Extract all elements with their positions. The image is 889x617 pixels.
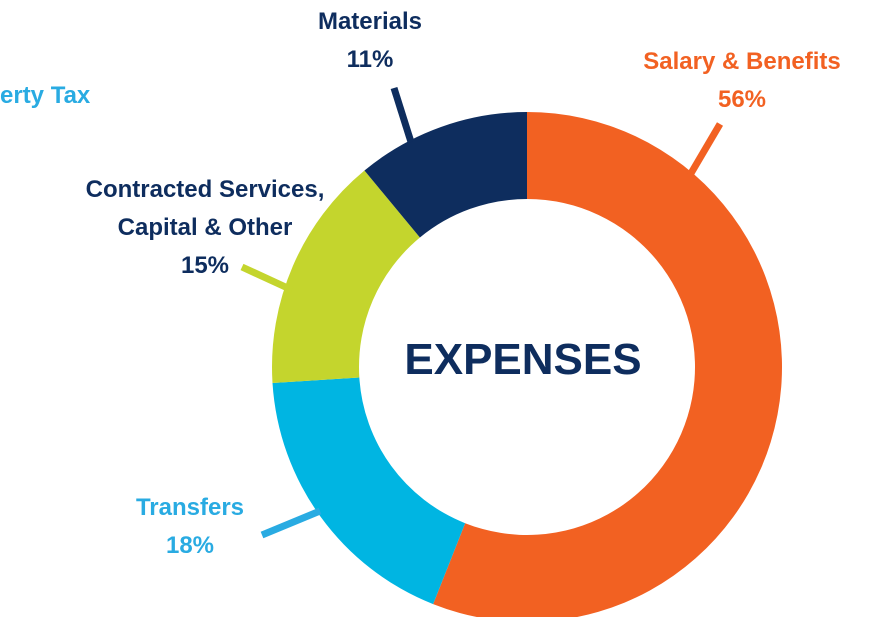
- slice-label: Materials 11%: [270, 3, 470, 79]
- leader-line: [240, 263, 294, 294]
- category-label: Materials: [317, 8, 423, 35]
- value-label: 56%: [717, 86, 767, 113]
- slice: [272, 170, 420, 384]
- category-label: Salary & Benefits: [643, 48, 841, 75]
- value-label: 15%: [180, 252, 230, 279]
- value-label: 18%: [165, 532, 215, 559]
- center-label: EXPENSES: [404, 335, 642, 384]
- category-label: Contracted Services, Capital & Other: [85, 176, 325, 241]
- annotation: erty Tax: [0, 82, 91, 109]
- donut: [272, 112, 782, 617]
- leader-line: [686, 122, 724, 177]
- slice-label: Contracted Services, Capital & Other 15%: [60, 171, 350, 285]
- value-label: 11%: [346, 46, 394, 73]
- leader-line: [260, 507, 322, 539]
- category-label: Transfers: [135, 494, 245, 521]
- leader-line: [390, 86, 415, 144]
- slice-label: Transfers 18%: [90, 489, 290, 565]
- slice: [433, 112, 782, 617]
- slice-label: Salary & Benefits 56%: [600, 43, 884, 119]
- slice: [272, 377, 466, 605]
- slice: [364, 112, 527, 238]
